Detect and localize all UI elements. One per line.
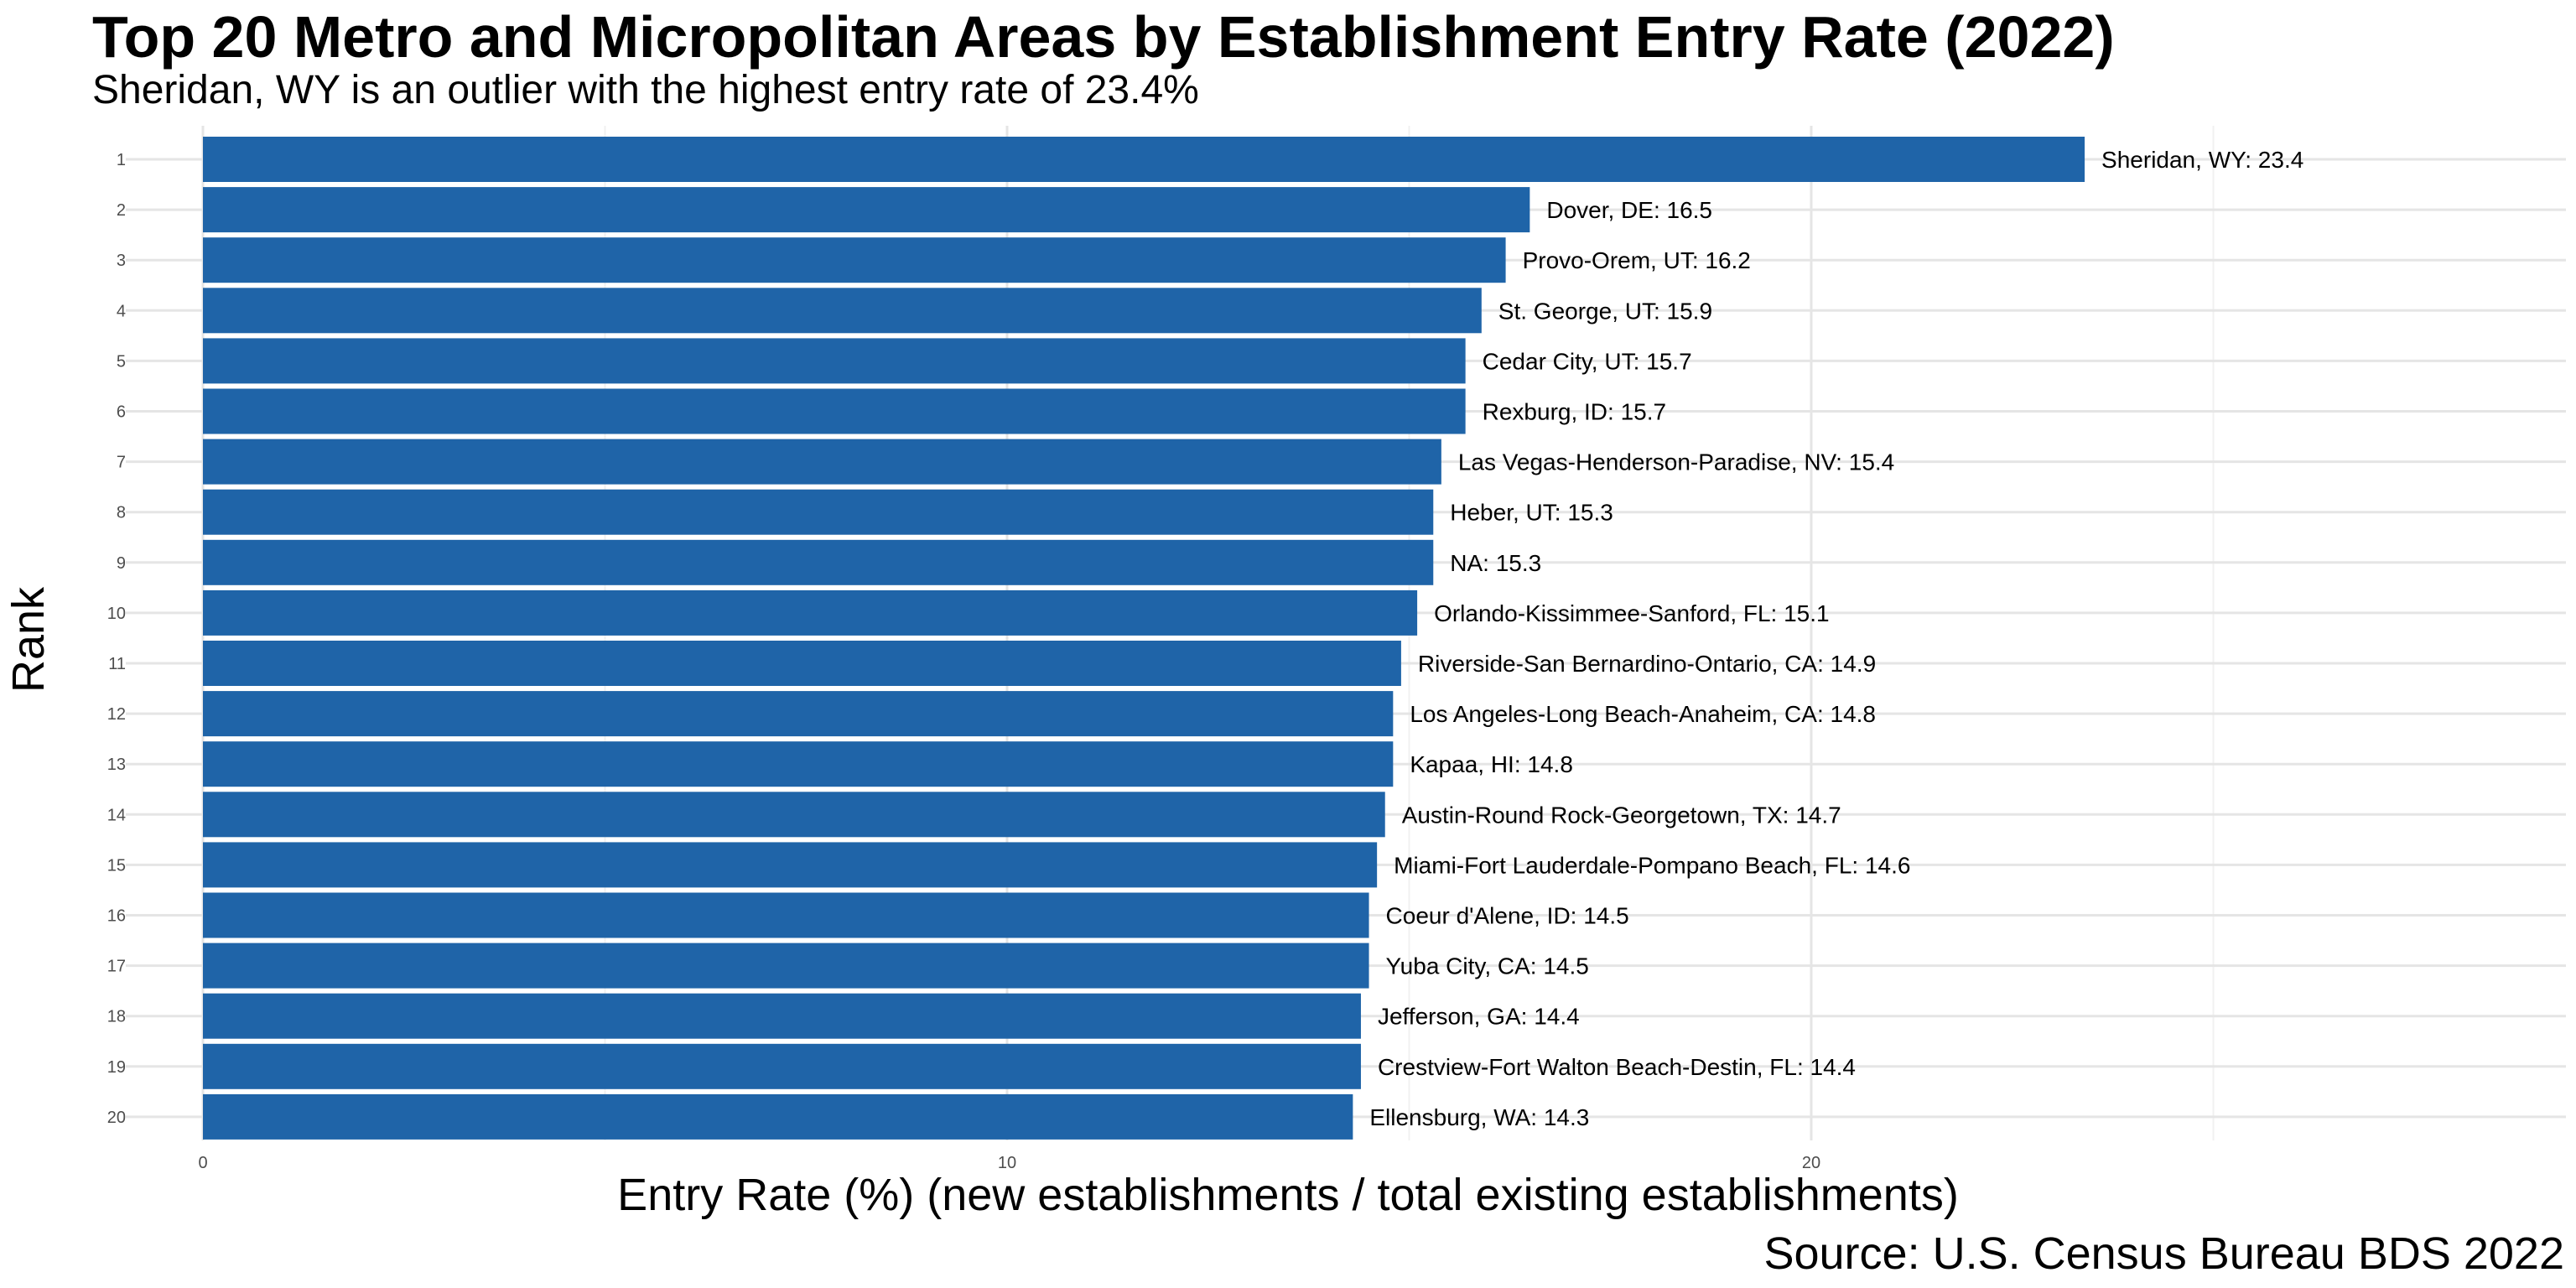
y-axis-label: Rank	[3, 586, 54, 693]
chart-bars	[203, 137, 2085, 1140]
bar	[203, 187, 1530, 233]
bar	[203, 641, 1401, 686]
y-tick-label: 7	[117, 454, 126, 472]
x-tick-label: 10	[998, 1154, 1016, 1172]
bar	[203, 691, 1394, 737]
data-label: Los Angeles-Long Beach-Anaheim, CA: 14.8	[1410, 701, 1876, 727]
y-tick-label: 4	[117, 302, 126, 320]
x-tick-label: 0	[198, 1154, 207, 1172]
data-label: Rexburg, ID: 15.7	[1483, 399, 1666, 425]
bar	[203, 338, 1466, 384]
bar	[203, 589, 1418, 636]
data-label: Coeur d'Alene, ID: 14.5	[1386, 903, 1629, 929]
data-label: Yuba City, CA: 14.5	[1386, 953, 1589, 979]
y-tick-label: 5	[117, 352, 126, 371]
bar	[203, 741, 1394, 787]
data-label: NA: 15.3	[1450, 550, 1541, 576]
data-label: Miami-Fort Lauderdale-Pompano Beach, FL:…	[1394, 852, 1910, 878]
bar	[203, 439, 1441, 485]
chart-data-labels: Sheridan, WY: 23.4 Dover, DE: 16.5 Provo-O…	[1369, 147, 2303, 1130]
y-tick-label: 20	[107, 1109, 126, 1127]
y-tick-label: 8	[117, 504, 126, 522]
y-tick-label: 13	[107, 756, 126, 774]
bar	[203, 237, 1506, 283]
y-tick-label: 2	[117, 201, 126, 220]
y-tick-label: 10	[107, 605, 126, 623]
bar	[203, 539, 1434, 585]
chart-caption: Source: U.S. Census Bureau BDS 2022	[1763, 1228, 2564, 1279]
y-tick-label: 11	[108, 655, 126, 673]
x-axis-label: Entry Rate (%) (new establishments / tot…	[617, 1170, 1959, 1220]
chart-title: Top 20 Metro and Micropolitan Areas by E…	[92, 4, 2115, 70]
y-tick-label: 16	[107, 907, 126, 926]
bar	[203, 993, 1361, 1039]
bar	[203, 842, 1378, 888]
y-axis-label-container: Rank	[0, 0, 59, 1288]
y-tick-label: 3	[117, 252, 126, 270]
data-label: St. George, UT: 15.9	[1498, 298, 1712, 324]
bar	[203, 792, 1385, 838]
y-tick-label: 9	[117, 554, 126, 573]
y-tick-label: 14	[107, 806, 126, 824]
data-label: Crestview-Fort Walton Beach-Destin, FL: …	[1378, 1054, 1856, 1080]
chart-subtitle: Sheridan, WY is an outlier with the high…	[92, 68, 1199, 112]
data-label: Dover, DE: 16.5	[1546, 197, 1712, 223]
bar	[203, 137, 2085, 182]
bar	[203, 1043, 1361, 1089]
bar	[203, 288, 1482, 334]
bar	[203, 388, 1466, 434]
x-axis-ticks: 0 10 20	[198, 1154, 1820, 1172]
bar	[203, 1093, 1353, 1140]
data-label: Ellensburg, WA: 14.3	[1369, 1104, 1589, 1130]
bar	[203, 489, 1434, 535]
y-tick-label: 1	[117, 151, 126, 169]
y-tick-label: 6	[117, 403, 126, 422]
data-label: Kapaa, HI: 14.8	[1410, 751, 1573, 777]
data-label: Sheridan, WY: 23.4	[2101, 147, 2303, 173]
x-tick-label: 20	[1802, 1154, 1820, 1172]
data-label: Jefferson, GA: 14.4	[1378, 1004, 1580, 1030]
data-label: Austin-Round Rock-Georgetown, TX: 14.7	[1402, 802, 1841, 828]
data-label: Las Vegas-Henderson-Paradise, NV: 15.4	[1458, 449, 1894, 475]
data-label: Heber, UT: 15.3	[1450, 500, 1613, 526]
data-label: Riverside-San Bernardino-Ontario, CA: 14…	[1418, 651, 1876, 677]
y-tick-label: 15	[107, 856, 126, 875]
data-label: Cedar City, UT: 15.7	[1483, 348, 1692, 374]
y-tick-label: 17	[107, 958, 126, 976]
data-label: Orlando-Kissimmee-Sanford, FL: 15.1	[1434, 600, 1830, 626]
y-tick-label: 12	[107, 705, 126, 724]
y-tick-label: 18	[107, 1008, 126, 1026]
bar	[203, 943, 1369, 989]
y-tick-label: 19	[107, 1058, 126, 1077]
data-label: Provo-Orem, UT: 16.2	[1523, 247, 1751, 273]
bar	[203, 892, 1369, 938]
